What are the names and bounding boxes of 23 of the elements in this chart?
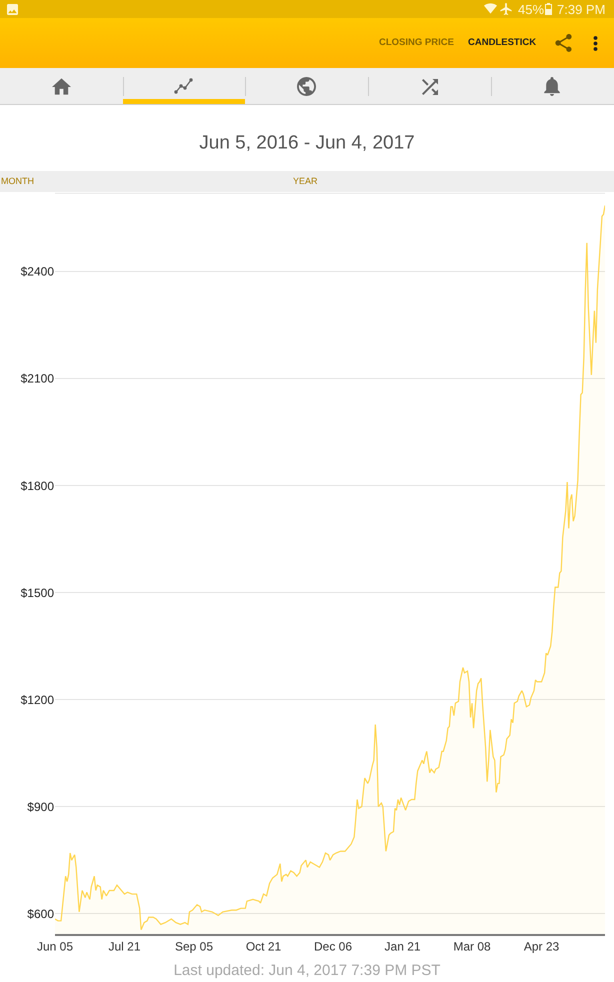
y-tick-label: $2400 <box>20 264 54 279</box>
y-tick-label: $600 <box>27 906 54 921</box>
text: YEAR <box>293 176 318 186</box>
text: Last updated: Jun 4, 2017 7:39 PM PST <box>172 962 442 979</box>
y-tick-label: $1500 <box>20 586 54 600</box>
text: MONTH <box>1 176 34 186</box>
text: CLOSING PRICE <box>379 37 454 48</box>
x-tick-label: Oct 21 <box>246 939 282 954</box>
text: 7:39 PM <box>557 2 606 17</box>
text: CANDLESTICK <box>468 37 536 48</box>
x-tick-label: Jun 05 <box>36 939 74 954</box>
y-tick-label: $900 <box>27 800 54 814</box>
y-tick-label: $1800 <box>20 478 54 493</box>
x-tick-label: Jan 21 <box>384 939 421 954</box>
text: 45% <box>518 2 544 17</box>
x-tick-label: Dec 06 <box>314 939 352 954</box>
chart-title: Jun 5, 2016 - Jun 4, 2017 <box>199 132 415 154</box>
x-tick-label: Apr 23 <box>524 939 560 954</box>
y-tick-label: $1200 <box>20 692 54 707</box>
x-tick-label: Sep 05 <box>174 939 214 954</box>
x-tick-label: Mar 08 <box>453 939 492 954</box>
x-tick-label: Jul 21 <box>108 939 141 954</box>
y-tick-label: $2100 <box>20 372 54 386</box>
